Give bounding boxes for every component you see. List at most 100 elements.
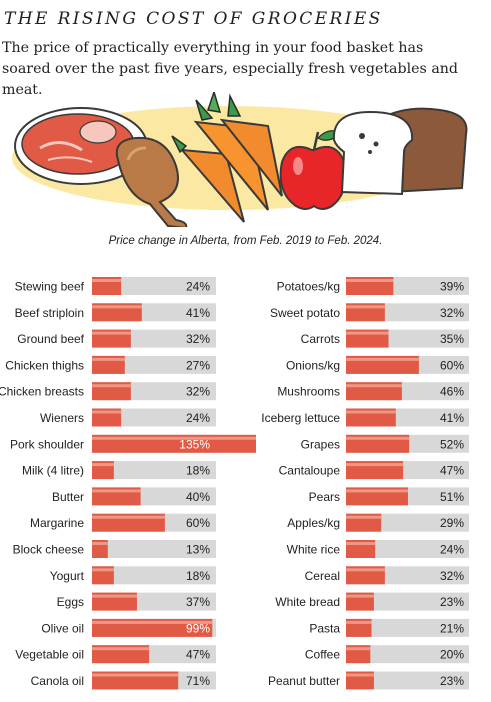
value-label: 20% (440, 648, 464, 662)
category-label: Butter (52, 490, 84, 504)
category-label: Pasta (309, 621, 340, 635)
apple-icon (279, 130, 347, 210)
category-label: Cereal (305, 569, 340, 583)
bar-highlight (346, 594, 374, 598)
bar-highlight (346, 331, 389, 335)
category-label: Yogurt (50, 569, 85, 583)
bar-highlight (92, 620, 213, 624)
bar-track (92, 277, 216, 295)
value-label: 18% (186, 569, 210, 583)
value-label: 41% (186, 306, 210, 320)
category-label: Vegetable oil (15, 648, 84, 662)
value-label: 35% (440, 332, 464, 346)
bar-highlight (92, 515, 165, 519)
category-label: White rice (287, 543, 341, 557)
bar-highlight (346, 384, 402, 388)
groceries-illustration (12, 92, 468, 227)
category-label: Apples/kg (287, 516, 340, 530)
value-label: 23% (440, 674, 464, 688)
category-label: Potatoes/kg (277, 280, 340, 294)
value-label: 32% (440, 306, 464, 320)
category-label: Grapes (301, 437, 340, 451)
bar-highlight (92, 305, 142, 309)
value-label: 46% (440, 385, 464, 399)
category-label: Beef striploin (15, 306, 84, 320)
bar-track (346, 645, 469, 664)
category-label: Chicken breasts (0, 385, 84, 399)
bar-highlight (92, 542, 108, 545)
bar-track (92, 566, 216, 585)
category-label: Eggs (57, 595, 84, 609)
bar-track (346, 592, 469, 611)
bar-highlight (346, 489, 408, 493)
bar-track (92, 540, 216, 558)
value-label: 32% (440, 569, 464, 583)
value-label: 39% (440, 280, 464, 294)
bar-track (346, 618, 469, 637)
category-label: Wieners (40, 411, 84, 425)
bar-highlight (346, 305, 385, 309)
value-label: 24% (186, 411, 210, 425)
value-label: 47% (440, 464, 464, 478)
bar-highlight (346, 357, 419, 361)
value-label: 41% (440, 411, 464, 425)
bread-loaf-icon (332, 107, 468, 196)
bar-highlight (346, 542, 376, 545)
bar-highlight (92, 489, 141, 493)
value-label: 24% (186, 280, 210, 294)
chart-caption: Price change in Alberta, from Feb. 2019 … (108, 235, 383, 247)
bar-highlight (92, 594, 137, 598)
value-label: 13% (186, 543, 210, 557)
bar-highlight (92, 410, 122, 414)
category-label: Block cheese (13, 543, 85, 557)
category-label: Stewing beef (15, 280, 85, 294)
bar-highlight (346, 436, 410, 440)
value-label: 32% (186, 332, 210, 346)
category-label: Pork shoulder (10, 437, 84, 451)
value-label: 18% (186, 464, 210, 478)
value-label: 24% (440, 543, 464, 557)
bar-highlight (346, 515, 382, 519)
bar-track (92, 461, 216, 480)
category-label: Margarine (30, 516, 84, 530)
category-label: Onions/kg (286, 358, 340, 372)
bar-highlight (92, 384, 131, 388)
bar-highlight (92, 279, 122, 282)
value-label: 60% (186, 516, 210, 530)
value-label: 51% (440, 490, 464, 504)
value-label: 37% (186, 595, 210, 609)
bar-highlight (346, 410, 396, 414)
bar-track (346, 540, 469, 558)
value-label: 27% (186, 358, 210, 372)
bar-highlight (92, 436, 256, 440)
chicken-drumstick-icon (115, 136, 188, 227)
value-label: 32% (186, 385, 210, 399)
bar-highlight (92, 331, 131, 335)
value-label: 99% (186, 621, 210, 635)
bar-highlight (92, 463, 114, 467)
category-label: Olive oil (41, 621, 84, 635)
bar-track (346, 671, 469, 690)
bar-highlight (92, 673, 179, 677)
bar-highlight (346, 463, 404, 467)
bar-highlight (346, 620, 372, 624)
category-label: Chicken thighs (5, 358, 84, 372)
value-label: 71% (186, 674, 210, 688)
chart-subtitle: The price of practically everything in y… (2, 40, 458, 98)
category-label: Pears (309, 490, 340, 504)
category-label: Canola oil (31, 674, 84, 688)
value-label: 29% (440, 516, 464, 530)
value-label: 21% (440, 621, 464, 635)
bar-highlight (92, 357, 125, 361)
category-label: Sweet potato (270, 306, 340, 320)
bar-highlight (92, 568, 114, 572)
category-label: Coffee (305, 648, 340, 662)
value-label: 47% (186, 648, 210, 662)
category-label: Mushrooms (277, 385, 340, 399)
value-label: 60% (440, 358, 464, 372)
bar-track (92, 408, 216, 427)
category-label: White bread (275, 595, 340, 609)
category-label: Iceberg lettuce (261, 411, 340, 425)
category-label: Milk (4 litre) (22, 464, 84, 478)
value-label: 135% (179, 437, 210, 451)
